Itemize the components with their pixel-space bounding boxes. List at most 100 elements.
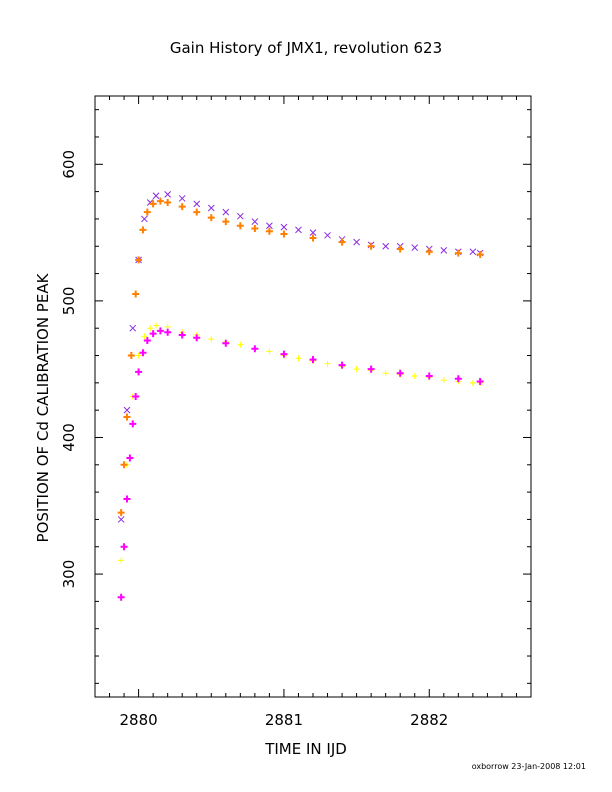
chart-title: Gain History of JMX1, revolution 623: [170, 39, 442, 57]
data-point: [266, 222, 273, 230]
data-point: [207, 204, 215, 212]
data-point: [476, 250, 484, 258]
data-point: [147, 325, 154, 332]
data-point: [123, 413, 131, 421]
data-point: [117, 516, 125, 523]
data-point: [149, 330, 157, 338]
data-point: [222, 218, 230, 226]
data-point: [353, 366, 360, 373]
data-point: [153, 322, 160, 329]
series-2: [117, 197, 484, 517]
data-point: [143, 208, 151, 216]
data-point: [118, 557, 125, 564]
y-tick-label: 500: [60, 287, 78, 316]
data-point: [280, 350, 288, 358]
data-point: [469, 248, 477, 256]
data-point: [353, 238, 360, 246]
data-point: [120, 461, 128, 469]
data-point: [382, 370, 389, 377]
data-point: [126, 454, 134, 462]
plot-frame: [94, 95, 532, 698]
series-1: [118, 322, 484, 564]
x-axis-label: TIME IN IJD: [264, 740, 347, 758]
data-point: [367, 365, 375, 373]
data-point: [454, 375, 462, 383]
data-point: [411, 373, 418, 380]
data-point: [411, 244, 419, 251]
data-point: [251, 218, 259, 226]
data-point: [141, 333, 148, 340]
data-point: [236, 222, 244, 230]
data-point: [469, 379, 476, 386]
data-point: [222, 339, 230, 347]
data-point: [251, 345, 259, 353]
y-tick-label: 400: [60, 423, 78, 452]
data-point: [265, 227, 273, 235]
data-point: [135, 256, 143, 264]
data-point: [123, 406, 131, 414]
series-layer: [117, 190, 484, 601]
x-tick-label: 2881: [265, 711, 303, 729]
data-point: [117, 509, 125, 517]
data-point: [193, 334, 201, 342]
data-point: [222, 208, 230, 216]
data-point: [367, 242, 375, 250]
data-point: [139, 226, 147, 234]
data-point: [382, 242, 390, 250]
data-point: [396, 245, 404, 253]
axis-layer: 2880 2881 2882 300 400 500 600: [60, 96, 532, 729]
data-point: [251, 224, 259, 232]
data-point: [425, 372, 433, 380]
data-point: [237, 341, 244, 348]
x-tick-label: 2882: [410, 711, 448, 729]
data-point: [178, 203, 186, 211]
x-tick-label: 2880: [120, 711, 158, 729]
data-point: [156, 327, 164, 335]
data-point: [338, 238, 346, 246]
data-point: [324, 360, 331, 367]
data-point: [117, 593, 125, 601]
data-point: [164, 199, 172, 207]
data-point: [178, 331, 186, 339]
data-point: [141, 215, 148, 223]
data-point: [440, 246, 448, 254]
data-point: [440, 377, 447, 384]
data-point: [135, 368, 143, 376]
data-point: [129, 324, 137, 332]
data-point: [324, 231, 331, 239]
data-point: [309, 234, 317, 242]
data-point: [149, 200, 157, 208]
data-point: [295, 355, 302, 362]
data-point: [164, 328, 172, 336]
data-point: [120, 543, 128, 551]
data-point: [156, 197, 164, 205]
data-point: [309, 229, 317, 236]
data-point: [193, 200, 201, 208]
data-point: [266, 348, 273, 355]
data-point: [129, 420, 137, 428]
data-point: [280, 223, 288, 231]
data-point: [135, 352, 142, 359]
data-point: [132, 393, 140, 400]
y-axis-label: POSITION OF Cd CALIBRATION PEAK: [34, 272, 52, 542]
data-point: [152, 192, 160, 200]
data-point: [178, 195, 186, 202]
data-point: [123, 495, 131, 503]
y-tick-label: 600: [60, 150, 78, 179]
data-point: [127, 352, 135, 360]
data-point: [476, 377, 484, 385]
data-point: [143, 336, 151, 344]
data-point: [132, 290, 140, 298]
data-point: [236, 212, 244, 220]
data-point: [139, 349, 147, 357]
data-point: [454, 249, 462, 257]
data-point: [425, 248, 433, 256]
data-point: [280, 230, 288, 238]
series-0: [117, 190, 484, 523]
data-point: [207, 214, 215, 222]
data-point: [164, 190, 172, 198]
data-point: [396, 369, 404, 377]
y-tick-label: 300: [60, 560, 78, 589]
series-3: [117, 327, 484, 601]
